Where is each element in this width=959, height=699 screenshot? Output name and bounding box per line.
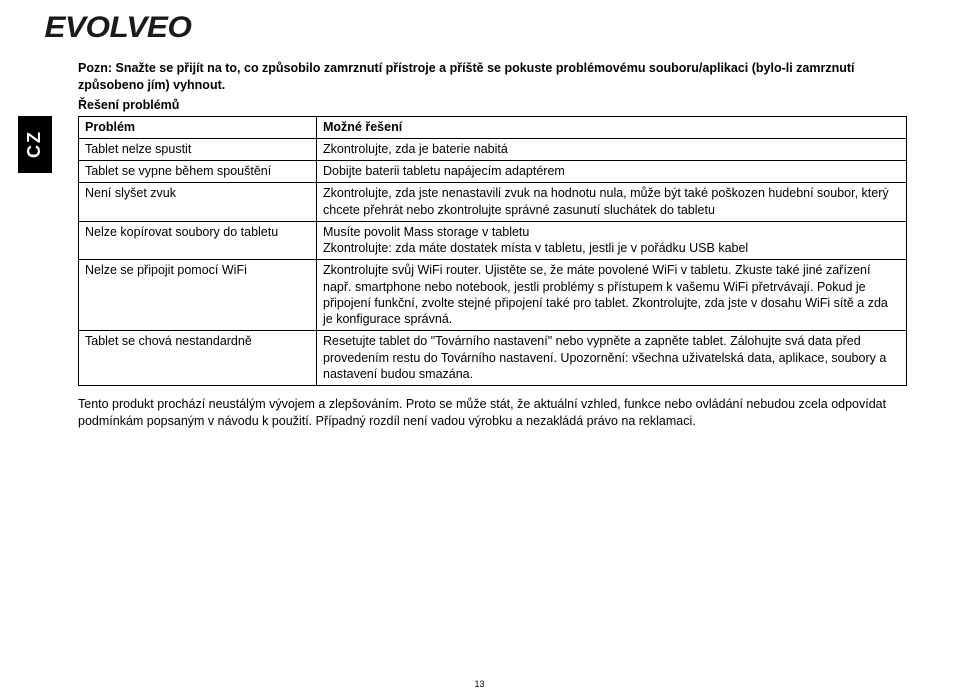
problem-cell: Není slyšet zvuk <box>79 183 317 222</box>
solution-cell: Zkontrolujte svůj WiFi router. Ujistěte … <box>317 260 907 331</box>
troubleshoot-table: Problém Možné řešení Tablet nelze spusti… <box>78 116 907 387</box>
solution-cell: Dobijte baterii tabletu napájecím adapté… <box>317 161 907 183</box>
table-row: Tablet se vypne během spouštění Dobijte … <box>79 161 907 183</box>
language-tab: CZ <box>18 116 52 173</box>
solution-cell: Zkontrolujte, zda je baterie nabitá <box>317 138 907 160</box>
outro-paragraph: Tento produkt prochází neustálým vývojem… <box>78 396 907 429</box>
intro-note: Pozn: Snažte se přijít na to, co způsobi… <box>78 60 907 93</box>
problem-cell: Nelze se připojit pomocí WiFi <box>79 260 317 331</box>
header-solution: Možné řešení <box>317 116 907 138</box>
table-row: Tablet nelze spustit Zkontrolujte, zda j… <box>79 138 907 160</box>
problem-cell: Tablet se chová nestandardně <box>79 331 317 386</box>
table-header-row: Problém Možné řešení <box>79 116 907 138</box>
solution-cell: Musíte povolit Mass storage v tabletuZko… <box>317 221 907 260</box>
page-content: Pozn: Snažte se přijít na to, co způsobi… <box>78 60 907 429</box>
problem-cell: Tablet nelze spustit <box>79 138 317 160</box>
table-row: Nelze se připojit pomocí WiFi Zkontroluj… <box>79 260 907 331</box>
table-row: Nelze kopírovat soubory do tabletu Musít… <box>79 221 907 260</box>
page-number: 13 <box>0 679 959 691</box>
section-title: Řešení problémů <box>78 97 907 114</box>
solution-cell: Resetujte tablet do "Továrního nastavení… <box>317 331 907 386</box>
solution-cell: Zkontrolujte, zda jste nenastavili zvuk … <box>317 183 907 222</box>
table-row: Tablet se chová nestandardně Resetujte t… <box>79 331 907 386</box>
table-row: Není slyšet zvuk Zkontrolujte, zda jste … <box>79 183 907 222</box>
problem-cell: Nelze kopírovat soubory do tabletu <box>79 221 317 260</box>
problem-cell: Tablet se vypne během spouštění <box>79 161 317 183</box>
brand-logo: EVOLVEO <box>45 8 192 48</box>
header-problem: Problém <box>79 116 317 138</box>
